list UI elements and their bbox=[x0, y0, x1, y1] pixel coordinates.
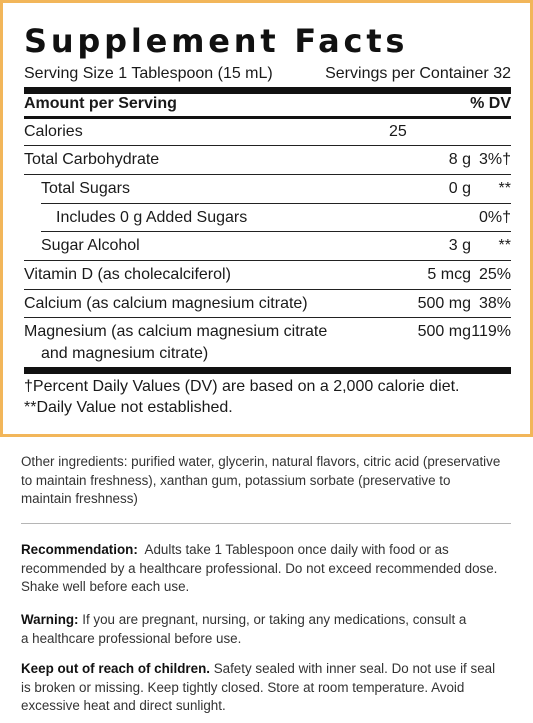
nutrient-amount: 5 mcg bbox=[427, 266, 471, 283]
footnote-not-established: **Daily Value not established. bbox=[24, 399, 233, 416]
row-divider bbox=[24, 145, 511, 146]
nutrient-dv: ** bbox=[498, 180, 511, 197]
nutrient-name: Magnesium (as calcium magnesium citrate bbox=[24, 323, 328, 340]
keep-out-text: Safety sealed with inner seal. Do not us… bbox=[209, 661, 496, 676]
nutrient-amount: 25 bbox=[389, 123, 407, 140]
warning-section: Warning: If you are pregnant, nursing, o… bbox=[21, 611, 511, 648]
serving-info: Serving Size 1 Tablespoon (15 mL) Servin… bbox=[24, 63, 511, 85]
nutrient-dv: ** bbox=[498, 237, 511, 254]
servings-per-container: Servings per Container 32 bbox=[325, 65, 511, 82]
nutrient-amount: 500 mg bbox=[417, 323, 471, 340]
recommendation-text: recommended by a healthcare professional… bbox=[21, 560, 498, 576]
section-divider bbox=[21, 523, 511, 524]
supplement-facts-panel: Supplement Facts Serving Size 1 Tablespo… bbox=[0, 0, 533, 437]
nutrient-dv: 3%† bbox=[478, 151, 511, 168]
nutrient-row-magnesium: Magnesium (as calcium magnesium citrate … bbox=[24, 321, 511, 365]
nutrient-name: Calories bbox=[24, 123, 83, 140]
recommendation-text: Shake well before each use. bbox=[21, 579, 190, 594]
nutrient-amount: 8 g bbox=[448, 151, 471, 168]
warning-text: If you are pregnant, nursing, or taking … bbox=[78, 612, 467, 627]
row-divider bbox=[41, 231, 511, 232]
nutrient-amount: 0 g bbox=[448, 180, 471, 197]
amount-per-serving-label: Amount per Serving bbox=[24, 95, 177, 112]
keep-out-text: is broken or missing. Keep tightly close… bbox=[21, 679, 465, 695]
keep-out-text: excessive heat and direct sunlight. bbox=[21, 698, 226, 713]
thick-rule-top bbox=[24, 87, 511, 94]
nutrient-dv: 38% bbox=[478, 295, 511, 312]
row-divider bbox=[24, 317, 511, 318]
dv-header-label: % DV bbox=[470, 95, 511, 112]
row-divider bbox=[24, 260, 511, 261]
row-divider bbox=[41, 203, 511, 204]
nutrient-dv: 25% bbox=[478, 266, 511, 283]
recommendation-text: Adults take 1 Tablespoon once daily with… bbox=[137, 542, 449, 557]
recommendation-label: Recommendation: bbox=[21, 542, 138, 557]
ingredients-line: maintain freshness) bbox=[21, 491, 138, 506]
nutrient-amount: 500 mg bbox=[417, 295, 471, 312]
nutrient-amount: 3 g bbox=[448, 237, 471, 254]
keep-out-section: Keep out of reach of children. Safety se… bbox=[21, 660, 511, 716]
nutrient-name: Includes 0 g Added Sugars bbox=[56, 209, 248, 226]
nutrient-name: Vitamin D (as cholecalciferol) bbox=[24, 266, 231, 283]
ingredients-line: to maintain freshness), xanthan gum, pot… bbox=[21, 472, 451, 488]
footnote-dv: †Percent Daily Values (DV) are based on … bbox=[24, 378, 460, 395]
nutrient-name: Calcium (as calcium magnesium citrate) bbox=[24, 295, 308, 312]
recommendation-section: Recommendation: Adults take 1 Tablespoon… bbox=[21, 541, 511, 597]
row-divider bbox=[24, 174, 511, 175]
nutrient-name-line2: and magnesium citrate) bbox=[41, 345, 209, 362]
serving-size: Serving Size 1 Tablespoon (15 mL) bbox=[24, 65, 273, 82]
warning-label: Warning: bbox=[21, 612, 79, 627]
thick-rule-bottom bbox=[24, 367, 511, 374]
ingredients-line: Other ingredients: purified water, glyce… bbox=[21, 454, 501, 469]
nutrient-dv: 119% bbox=[471, 323, 511, 340]
nutrient-name: Total Carbohydrate bbox=[24, 151, 160, 168]
thick-rule-header bbox=[24, 116, 511, 119]
nutrient-name: Sugar Alcohol bbox=[41, 237, 140, 254]
row-divider bbox=[24, 289, 511, 290]
keep-out-label: Keep out of reach of children. bbox=[21, 661, 210, 676]
nutrient-name: Total Sugars bbox=[41, 180, 130, 197]
other-ingredients: Other ingredients: purified water, glyce… bbox=[21, 453, 511, 509]
nutrient-dv: 0%† bbox=[478, 209, 511, 226]
facts-title: Supplement Facts bbox=[24, 22, 409, 60]
warning-text: a healthcare professional before use. bbox=[21, 630, 242, 646]
